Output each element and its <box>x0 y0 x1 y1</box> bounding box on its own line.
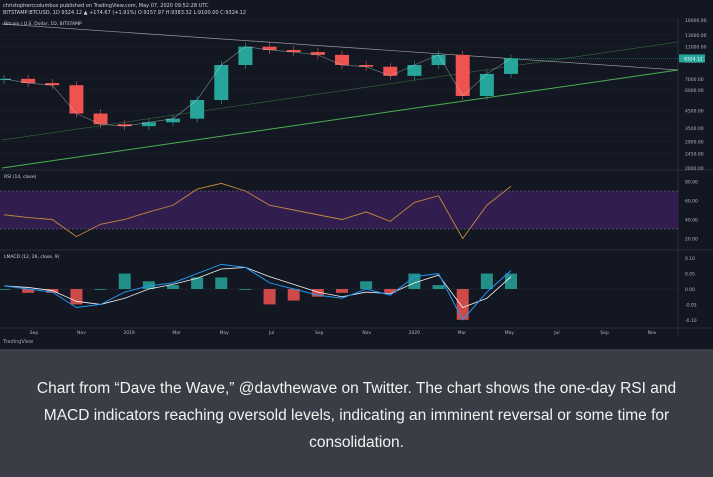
macd-histogram-bar <box>142 281 155 289</box>
macd-histogram-bar <box>384 289 397 293</box>
candle-body <box>190 99 205 119</box>
candle-body <box>310 52 325 55</box>
candle-body <box>214 65 229 100</box>
trend-line-green <box>1 69 679 169</box>
x-tick-label: Jul <box>553 330 559 336</box>
macd-histogram-bar <box>360 281 373 289</box>
rsi-tick-label: 80.00 <box>685 180 698 186</box>
candle-body <box>504 58 518 74</box>
x-tick-label: Sep <box>315 330 324 336</box>
candle-body <box>286 49 301 53</box>
x-tick-label: 2020 <box>409 330 421 336</box>
price-chart: 16000.0013000.0011000.009000.007000.0060… <box>0 18 713 336</box>
price-tick-label: 6000.00 <box>685 88 704 94</box>
macd-histogram-bar <box>94 289 107 290</box>
price-tick-label: 7000.00 <box>685 77 704 83</box>
price-tick-label: 2450.00 <box>685 152 704 158</box>
candle-body <box>407 65 422 76</box>
candle-body <box>238 46 253 66</box>
candle-body <box>335 54 349 66</box>
price-tick-label: 2000.00 <box>685 166 704 172</box>
candle-body <box>455 54 470 97</box>
macd-histogram-bar <box>480 273 493 289</box>
x-tick-label: Nov <box>77 330 86 336</box>
macd-histogram-bar <box>456 289 469 320</box>
macd-histogram-bar <box>311 289 324 297</box>
x-tick-label: Nov <box>648 330 657 336</box>
rsi-label: RSI (14, close) <box>4 174 37 180</box>
x-tick-label: Jul <box>268 330 274 336</box>
candle-body <box>117 124 132 127</box>
candle-body <box>45 83 60 86</box>
macd-tick-label: -0.10 <box>685 318 697 324</box>
macd-histogram-bar <box>191 277 204 289</box>
macd-histogram-bar <box>239 289 252 290</box>
candle-body <box>262 46 277 50</box>
macd-signal-line <box>3 267 512 308</box>
price-tick-label: 16000.00 <box>685 18 707 24</box>
candle-body <box>69 85 84 114</box>
macd-histogram-bar <box>215 277 228 289</box>
price-tick-label: 2900.00 <box>685 140 704 146</box>
chart-title: Bitcoin / U.S. Dollar, 1D, BITSTAMP <box>4 21 82 27</box>
last-price-tag <box>679 54 705 63</box>
price-tick-label: 4500.00 <box>685 108 704 114</box>
x-tick-label: Sep <box>600 330 609 336</box>
macd-histogram-bar <box>432 285 445 289</box>
candle-body <box>431 54 446 66</box>
macd-histogram-bar <box>408 273 421 289</box>
x-tick-label: May <box>505 330 515 336</box>
x-tick-label: Nov <box>362 330 371 336</box>
candle-body <box>93 113 108 125</box>
macd-histogram-bar <box>0 289 10 290</box>
candle-body <box>479 73 494 97</box>
macd-histogram-bar <box>167 285 179 289</box>
publisher-line: christopherccolumbus published on Tradin… <box>3 3 209 9</box>
candle-body <box>21 78 36 84</box>
last-price-label: 9324.12 <box>684 56 703 62</box>
rsi-tick-label: 60.00 <box>685 199 698 205</box>
x-tick-label: Mar <box>458 330 467 336</box>
price-tick-label: 11000.00 <box>685 45 707 51</box>
rsi-tick-label: 40.00 <box>685 218 698 224</box>
x-tick-label: Mar <box>172 330 181 336</box>
macd-histogram-bar <box>505 273 517 289</box>
candle-body <box>359 65 374 67</box>
price-tick-label: 3500.00 <box>685 126 704 132</box>
macd-tick-label: 0.10 <box>685 256 695 262</box>
price-line <box>3 46 512 127</box>
rsi-band <box>0 191 678 229</box>
macd-histogram-bar <box>287 289 300 301</box>
macd-label: LMACD (12, 26, close, 9) <box>4 254 60 260</box>
macd-histogram-bar <box>118 273 131 289</box>
rsi-line <box>3 182 512 240</box>
price-tick-label: 13000.00 <box>685 33 707 39</box>
symbol-line: BITSTAMP:BTCUSD, 1D 9324.12 ▲ +174.67 (+… <box>3 10 247 16</box>
candle-body <box>0 78 11 81</box>
macd-line <box>3 263 512 321</box>
macd-histogram-bar <box>336 289 348 293</box>
candle-body <box>166 118 180 123</box>
chart-screenshot: christopherccolumbus published on Tradin… <box>0 0 713 349</box>
candle-body <box>383 66 398 76</box>
macd-histogram-bar <box>22 289 35 293</box>
rsi-tick-label: 20.00 <box>685 237 698 243</box>
tradingview-watermark: TradingView <box>3 339 34 345</box>
macd-tick-label: 0.00 <box>685 287 695 293</box>
macd-histogram-bar <box>263 289 276 305</box>
macd-tick-label: -0.05 <box>685 302 697 308</box>
x-tick-label: May <box>219 330 229 336</box>
x-tick-label: Sep <box>30 330 39 336</box>
macd-histogram-bar <box>70 289 83 305</box>
figure-caption: Chart from “Dave the Wave,” @davthewave … <box>0 349 713 477</box>
macd-tick-label: 0.05 <box>685 272 695 278</box>
candle-body <box>141 122 156 127</box>
x-tick-label: 2019 <box>123 330 135 336</box>
trend-line-resistance <box>1 23 679 71</box>
